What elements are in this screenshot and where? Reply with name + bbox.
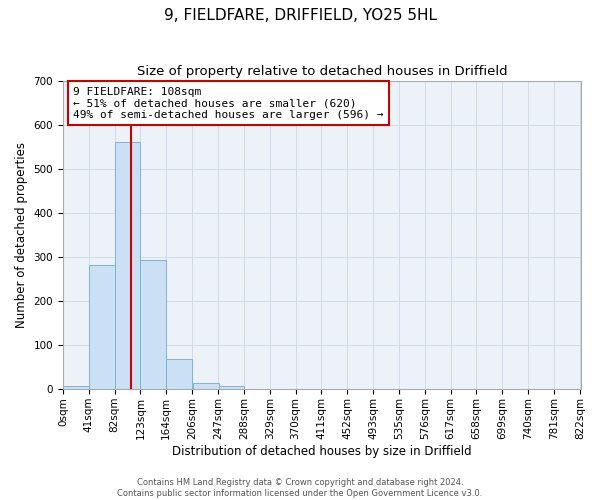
Text: 9, FIELDFARE, DRIFFIELD, YO25 5HL: 9, FIELDFARE, DRIFFIELD, YO25 5HL (163, 8, 437, 22)
Bar (63, 386, 89, 389)
Bar (193, 384, 218, 389)
Bar (115, 142, 140, 389)
Bar (218, 386, 244, 389)
Bar (166, 359, 192, 389)
Bar (89, 265, 115, 389)
Y-axis label: Number of detached properties: Number of detached properties (15, 142, 28, 328)
Bar (140, 260, 166, 389)
Title: Size of property relative to detached houses in Driffield: Size of property relative to detached ho… (137, 65, 508, 78)
Text: 9 FIELDFARE: 108sqm
← 51% of detached houses are smaller (620)
49% of semi-detac: 9 FIELDFARE: 108sqm ← 51% of detached ho… (73, 86, 384, 120)
X-axis label: Distribution of detached houses by size in Driffield: Distribution of detached houses by size … (172, 444, 472, 458)
Text: Contains HM Land Registry data © Crown copyright and database right 2024.
Contai: Contains HM Land Registry data © Crown c… (118, 478, 482, 498)
